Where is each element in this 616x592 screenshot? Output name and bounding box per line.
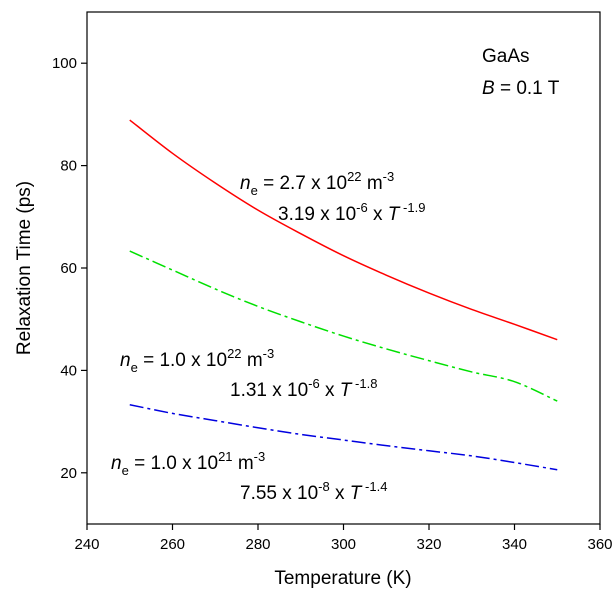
y-tick-label: 20: [60, 465, 77, 482]
x-tick-label: 280: [245, 536, 270, 553]
y-tick-label: 40: [60, 362, 77, 379]
x-axis-title: Temperature (K): [274, 568, 411, 589]
green-density-label: ne = 1.0 x 1022 m-3: [120, 346, 274, 375]
field-label: B = 0.1 T: [482, 78, 560, 99]
field-symbol: B: [482, 78, 495, 99]
green-series-line: [129, 250, 558, 402]
x-tick-label: 320: [416, 536, 441, 553]
x-tick-label: 360: [587, 536, 612, 553]
x-axis-ticks: 240 260 280 300 320 340 360: [74, 524, 613, 553]
series-layer: [129, 119, 558, 471]
x-tick-label: 260: [160, 536, 185, 553]
y-tick-label: 60: [60, 260, 77, 277]
y-tick-label: 100: [52, 55, 77, 72]
material-label: GaAs: [482, 46, 530, 67]
y-axis-ticks: 20 40 60 80 100: [52, 55, 87, 482]
red-density-label: ne = 2.7 x 1022 m-3: [240, 169, 394, 198]
blue-series-line: [129, 403, 558, 471]
y-tick-label: 80: [60, 158, 77, 175]
blue-density-label: ne = 1.0 x 1021 m-3: [111, 449, 265, 478]
green-fit-label: 1.31 x 10-6 x T -1.8: [230, 376, 377, 401]
y-axis-title: Relaxation Time (ps): [14, 181, 35, 355]
red-fit-label: 3.19 x 10-6 x T -1.9: [278, 200, 425, 225]
field-value: = 0.1 T: [495, 78, 560, 99]
blue-fit-label: 7.55 x 10-8 x T -1.4: [240, 479, 387, 504]
x-tick-label: 340: [502, 536, 527, 553]
red-series-line: [129, 119, 558, 341]
x-tick-label: 240: [74, 536, 99, 553]
x-tick-label: 300: [331, 536, 356, 553]
